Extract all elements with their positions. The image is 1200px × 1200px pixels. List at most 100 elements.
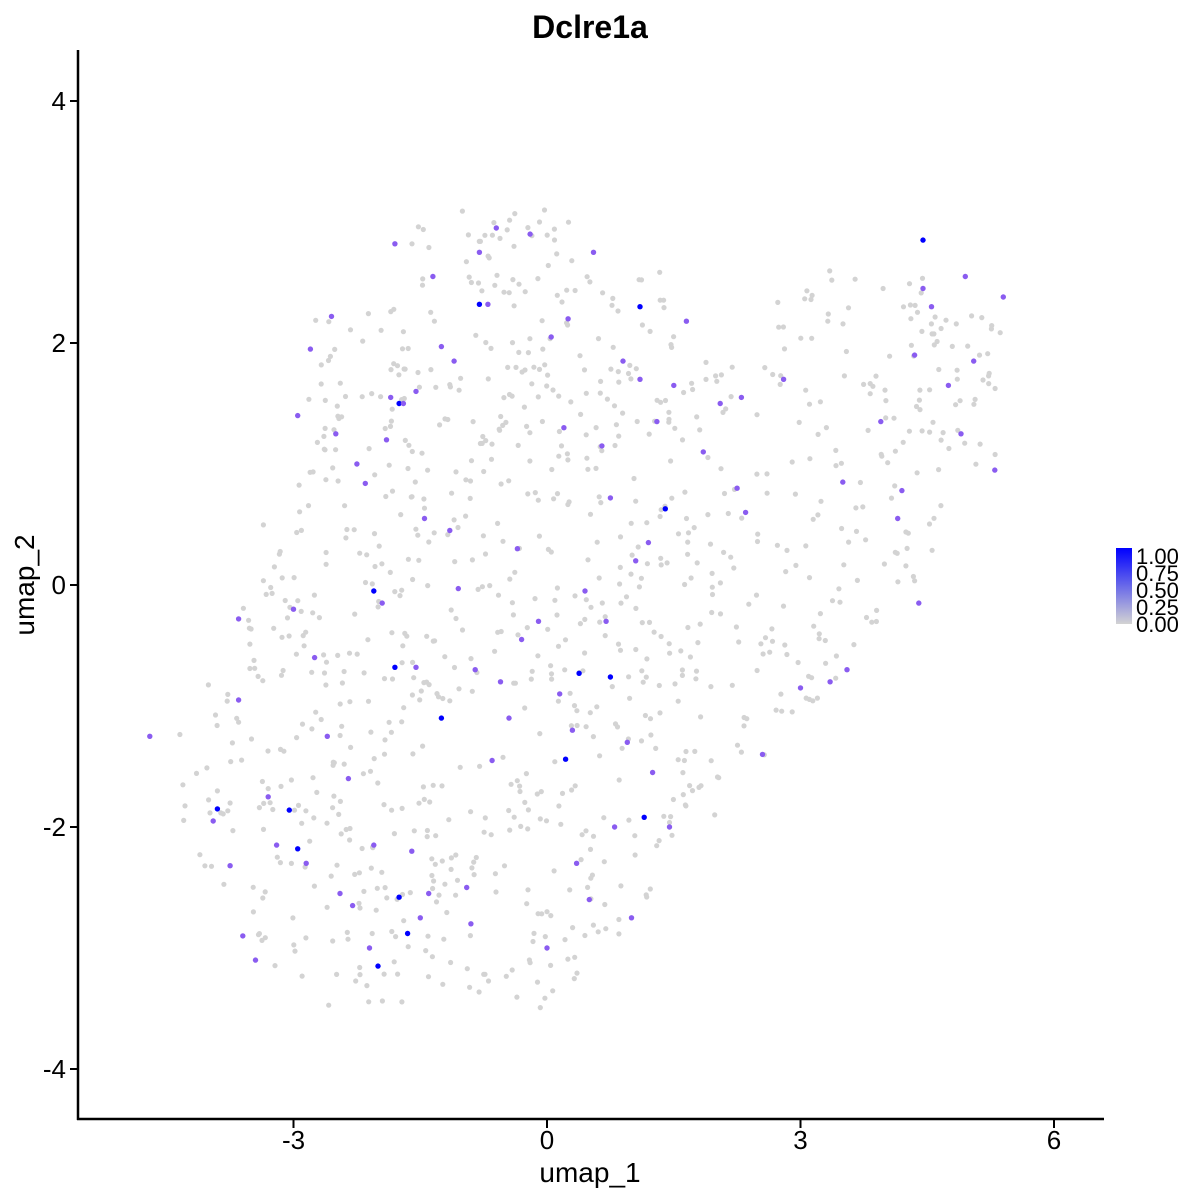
cell-point (299, 820, 305, 826)
cell-point (498, 413, 504, 420)
cell-point (416, 800, 422, 806)
data-point (366, 945, 373, 951)
cell-point (534, 979, 541, 985)
cell-point (483, 339, 489, 346)
cell-point (596, 575, 602, 581)
cell-point (685, 551, 691, 557)
data-point (797, 685, 804, 691)
cell-point (795, 659, 801, 666)
data-point (396, 894, 402, 900)
cell-point (919, 328, 925, 334)
cell-point (671, 334, 677, 340)
cell-point (505, 364, 511, 370)
cell-point (206, 797, 212, 803)
cell-point (525, 491, 531, 497)
cell-point (429, 872, 435, 879)
data-point (527, 231, 533, 237)
cell-point (375, 604, 381, 610)
cell-point (397, 593, 403, 599)
data-point (738, 394, 745, 401)
cell-point (501, 395, 507, 401)
cell-point (366, 999, 372, 1005)
cell-point (578, 411, 584, 417)
cell-point (892, 448, 899, 454)
data-point (565, 316, 571, 322)
cell-point (327, 353, 333, 359)
cell-point (681, 757, 688, 764)
cell-point (290, 915, 296, 921)
cell-point (760, 651, 766, 657)
data-point (662, 506, 668, 512)
cell-point (294, 529, 300, 536)
cell-point (588, 604, 594, 610)
cell-point (278, 672, 285, 678)
cell-point (729, 682, 735, 688)
data-point (599, 443, 605, 449)
cell-point (435, 694, 442, 700)
cell-point (391, 959, 397, 965)
cell-point (616, 777, 622, 783)
cell-point (313, 317, 319, 323)
data-point (371, 588, 377, 594)
cell-point (453, 852, 459, 858)
cell-point (389, 406, 395, 412)
cell-point (640, 679, 646, 685)
data-point (1000, 294, 1006, 300)
cell-point (597, 619, 603, 625)
cell-point (496, 426, 502, 432)
cell-point (410, 659, 416, 666)
cell-point (817, 611, 824, 617)
cell-point (267, 800, 273, 806)
cell-point (325, 357, 332, 364)
data-point (742, 509, 749, 516)
cell-point (559, 299, 565, 305)
cell-point (568, 399, 574, 405)
cell-point (265, 748, 271, 754)
cell-point (892, 483, 898, 489)
cell-point (332, 346, 338, 352)
cell-point (767, 649, 773, 655)
cell-point (337, 798, 343, 805)
cell-point (338, 831, 344, 837)
cell-point (334, 971, 340, 978)
cell-point (554, 612, 560, 618)
cell-point (827, 268, 833, 274)
cell-point (669, 832, 675, 838)
cell-point (602, 901, 608, 908)
cell-point (489, 441, 495, 447)
cell-point (516, 349, 522, 355)
data-point (307, 346, 314, 352)
cell-point (384, 895, 390, 901)
cell-point (335, 478, 341, 484)
cell-point (544, 909, 550, 915)
cell-point (202, 863, 208, 869)
cell-point (739, 515, 745, 521)
cell-point (610, 344, 616, 350)
cell-point (938, 325, 944, 332)
cell-point (401, 918, 407, 924)
cell-point (857, 479, 864, 486)
cell-point (407, 890, 413, 896)
cell-point (513, 364, 519, 370)
data-point (438, 715, 445, 721)
cell-point (260, 678, 266, 684)
cell-point (633, 646, 639, 653)
data-point (518, 636, 525, 643)
cell-point (603, 926, 609, 932)
cell-point (369, 581, 375, 587)
cell-point (703, 359, 709, 365)
cell-point (617, 581, 623, 587)
cell-point (883, 415, 889, 421)
data-point (252, 957, 259, 963)
cell-point (313, 709, 319, 715)
cell-point (321, 433, 327, 439)
y-tick-label: -2 (43, 812, 66, 842)
cell-point (708, 758, 714, 764)
x-tick-label: -3 (282, 1125, 305, 1155)
cell-point (825, 318, 831, 324)
cell-point (473, 854, 479, 861)
data-point (992, 467, 998, 473)
cell-point (780, 603, 787, 609)
cell-point (535, 276, 541, 282)
cell-point (425, 583, 431, 589)
